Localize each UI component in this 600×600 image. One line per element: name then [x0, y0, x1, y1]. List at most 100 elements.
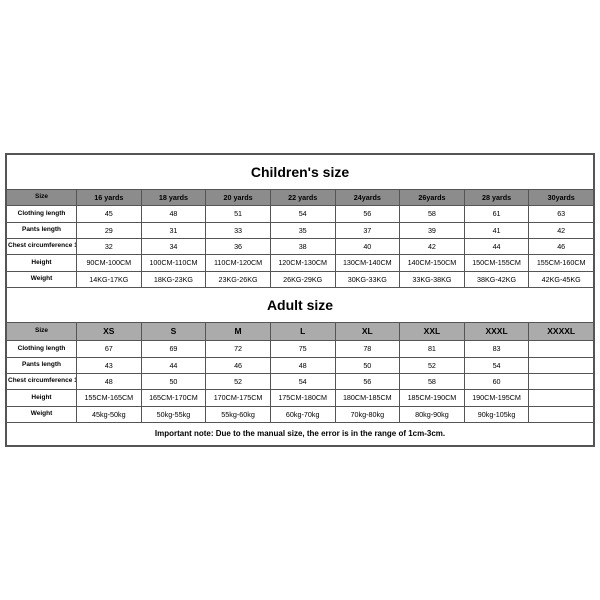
cell: 42KG-45KG: [529, 271, 594, 287]
cell: 185CM-190CM: [400, 390, 465, 406]
cell: 67: [77, 341, 142, 357]
row-label: Weight: [7, 406, 77, 422]
cell: 54: [270, 206, 335, 222]
children-header-6: 28 yards: [464, 189, 529, 205]
adult-title: Adult size: [7, 287, 594, 322]
cell: 23KG-26KG: [206, 271, 271, 287]
cell: 44: [141, 357, 206, 373]
cell: 14KG-17KG: [77, 271, 142, 287]
cell: 54: [270, 373, 335, 389]
cell: 45kg-50kg: [77, 406, 142, 422]
row-label: Clothing length: [7, 341, 77, 357]
adult-title-row: Adult size: [7, 287, 594, 322]
cell: 52: [206, 373, 271, 389]
cell: 69: [141, 341, 206, 357]
cell: [529, 341, 594, 357]
children-header-label: Size: [7, 189, 77, 205]
adult-header-3: L: [270, 323, 335, 341]
cell: 32: [77, 238, 142, 254]
cell: 46: [206, 357, 271, 373]
cell: 55kg-60kg: [206, 406, 271, 422]
cell: 48: [141, 206, 206, 222]
cell: 140CM-150CM: [400, 255, 465, 271]
table-row: Chest circumference 1/2 48 50 52 54 56 5…: [7, 373, 594, 389]
cell: 155CM-160CM: [529, 255, 594, 271]
row-label: Height: [7, 255, 77, 271]
cell: 180CM-185CM: [335, 390, 400, 406]
children-header-3: 22 yards: [270, 189, 335, 205]
cell: 35: [270, 222, 335, 238]
children-header-7: 30yards: [529, 189, 594, 205]
note-text: Important note: Due to the manual size, …: [7, 422, 594, 445]
cell: 44: [464, 238, 529, 254]
cell: 155CM-165CM: [77, 390, 142, 406]
adult-header-7: XXXXL: [529, 323, 594, 341]
cell: 61: [464, 206, 529, 222]
cell: 78: [335, 341, 400, 357]
table-row: Weight 14KG-17KG 18KG-23KG 23KG-26KG 26K…: [7, 271, 594, 287]
children-header-1: 18 yards: [141, 189, 206, 205]
cell: 52: [400, 357, 465, 373]
size-table: Children's size Size 16 yards 18 yards 2…: [6, 154, 594, 447]
cell: 40: [335, 238, 400, 254]
row-label: Pants length: [7, 222, 77, 238]
row-label: Chest circumference 1/2: [7, 238, 77, 254]
adult-header-1: S: [141, 323, 206, 341]
table-row: Pants length 43 44 46 48 50 52 54: [7, 357, 594, 373]
children-header-5: 26yards: [400, 189, 465, 205]
cell: 46: [529, 238, 594, 254]
cell: [529, 357, 594, 373]
cell: 90kg-105kg: [464, 406, 529, 422]
cell: 30KG-33KG: [335, 271, 400, 287]
adult-header-5: XXL: [400, 323, 465, 341]
cell: [529, 373, 594, 389]
cell: [529, 390, 594, 406]
cell: 29: [77, 222, 142, 238]
children-header-row: Size 16 yards 18 yards 20 yards 22 yards…: [7, 189, 594, 205]
table-row: Clothing length 45 48 51 54 56 58 61 63: [7, 206, 594, 222]
adult-header-label: Size: [7, 323, 77, 341]
cell: 56: [335, 373, 400, 389]
cell: 50kg-55kg: [141, 406, 206, 422]
cell: 70kg-80kg: [335, 406, 400, 422]
children-header-0: 16 yards: [77, 189, 142, 205]
cell: 130CM-140CM: [335, 255, 400, 271]
cell: 37: [335, 222, 400, 238]
cell: 170CM-175CM: [206, 390, 271, 406]
cell: 83: [464, 341, 529, 357]
cell: 36: [206, 238, 271, 254]
cell: 80kg-90kg: [400, 406, 465, 422]
table-row: Clothing length 67 69 72 75 78 81 83: [7, 341, 594, 357]
cell: 56: [335, 206, 400, 222]
adult-header-row: Size XS S M L XL XXL XXXL XXXXL: [7, 323, 594, 341]
cell: 50: [141, 373, 206, 389]
cell: 120CM-130CM: [270, 255, 335, 271]
cell: 31: [141, 222, 206, 238]
row-label: Height: [7, 390, 77, 406]
cell: 38KG-42KG: [464, 271, 529, 287]
cell: [529, 406, 594, 422]
cell: 43: [77, 357, 142, 373]
cell: 110CM-120CM: [206, 255, 271, 271]
cell: 58: [400, 373, 465, 389]
cell: 81: [400, 341, 465, 357]
cell: 50: [335, 357, 400, 373]
table-row: Pants length 29 31 33 35 37 39 41 42: [7, 222, 594, 238]
cell: 48: [77, 373, 142, 389]
size-chart: Children's size Size 16 yards 18 yards 2…: [5, 153, 595, 448]
cell: 175CM-180CM: [270, 390, 335, 406]
cell: 38: [270, 238, 335, 254]
cell: 33KG-38KG: [400, 271, 465, 287]
cell: 150CM-155CM: [464, 255, 529, 271]
cell: 45: [77, 206, 142, 222]
note-row: Important note: Due to the manual size, …: [7, 422, 594, 445]
cell: 60kg-70kg: [270, 406, 335, 422]
table-row: Chest circumference 1/2 32 34 36 38 40 4…: [7, 238, 594, 254]
cell: 75: [270, 341, 335, 357]
cell: 42: [400, 238, 465, 254]
row-label: Weight: [7, 271, 77, 287]
table-row: Height 90CM-100CM 100CM-110CM 110CM-120C…: [7, 255, 594, 271]
adult-header-0: XS: [77, 323, 142, 341]
cell: 42: [529, 222, 594, 238]
cell: 33: [206, 222, 271, 238]
